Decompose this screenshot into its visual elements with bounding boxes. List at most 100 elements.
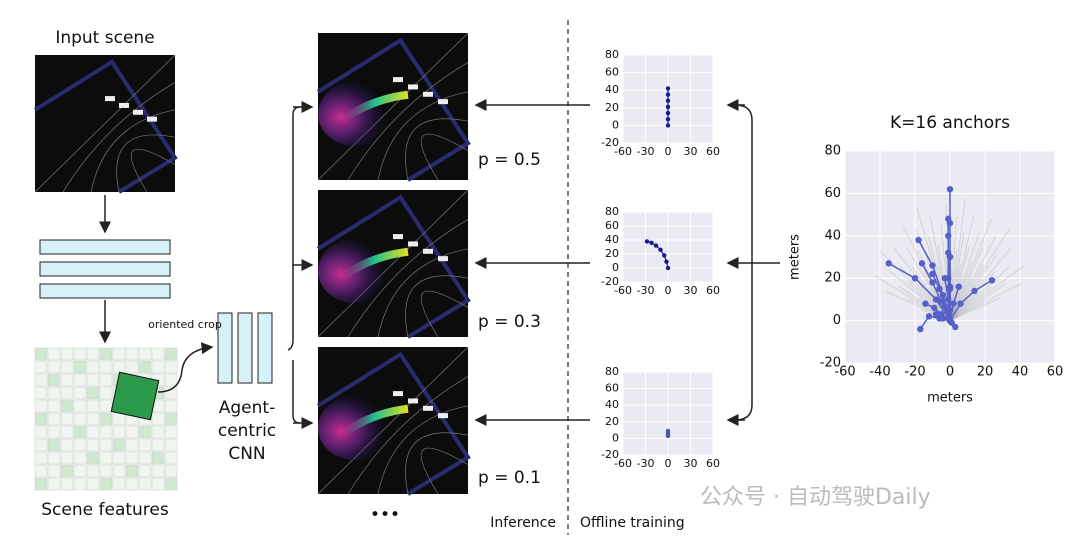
feature-cell bbox=[34, 451, 48, 465]
feature-cell bbox=[164, 477, 178, 491]
trajectory-cloud bbox=[949, 292, 979, 321]
feature-cell bbox=[34, 360, 48, 374]
trajectory-point bbox=[649, 240, 654, 245]
trajectory-point bbox=[665, 117, 671, 122]
plot-title: K=16 anchors bbox=[890, 113, 1010, 133]
feature-cell bbox=[151, 451, 165, 465]
feature-cell bbox=[34, 412, 48, 426]
feature-cell bbox=[73, 360, 87, 374]
x-tick-label: 30 bbox=[684, 457, 698, 470]
trajectory-point bbox=[665, 92, 671, 97]
feature-cell bbox=[86, 347, 100, 361]
road bbox=[405, 432, 469, 495]
cnn-label: Agent- bbox=[219, 398, 275, 418]
feature-cell bbox=[47, 438, 61, 452]
cnn-label: centric bbox=[218, 421, 276, 441]
y-tick-label: 40 bbox=[605, 83, 619, 96]
x-tick-label: 20 bbox=[977, 365, 994, 380]
trajectory-point bbox=[922, 300, 929, 307]
trajectory-cloud bbox=[929, 214, 951, 321]
features-title: Scene features bbox=[41, 500, 169, 520]
x-tick-label: -30 bbox=[637, 145, 655, 158]
feature-cell bbox=[99, 477, 113, 491]
road bbox=[377, 405, 469, 495]
feature-cell bbox=[73, 386, 87, 400]
trajectory-point bbox=[945, 215, 952, 223]
x-tick-label: 0 bbox=[946, 365, 954, 380]
feature-cell bbox=[86, 425, 100, 439]
feature-cell bbox=[73, 425, 87, 439]
feature-cell bbox=[86, 451, 100, 465]
vehicle bbox=[423, 248, 433, 254]
trajectory-point bbox=[915, 236, 922, 244]
trajectory-point bbox=[936, 285, 943, 292]
feature-cell bbox=[125, 464, 139, 478]
feature-cell bbox=[47, 347, 61, 361]
feature-cell bbox=[138, 425, 152, 439]
feature-layer bbox=[39, 283, 171, 299]
trajectory-cloud bbox=[949, 218, 993, 321]
trajectory-point bbox=[644, 239, 650, 244]
feature-cell bbox=[164, 425, 178, 439]
feature-cell bbox=[99, 464, 113, 478]
feature-cell bbox=[34, 425, 48, 439]
feature-cell bbox=[99, 451, 113, 465]
feature-layer bbox=[39, 239, 171, 255]
x-tick-label: -30 bbox=[637, 457, 655, 470]
feature-cell bbox=[73, 438, 87, 452]
feature-cell bbox=[34, 464, 48, 478]
vehicle bbox=[393, 77, 403, 83]
prediction-trail bbox=[338, 247, 409, 282]
feature-cell bbox=[60, 412, 74, 426]
trajectory-cloud bbox=[949, 271, 996, 321]
feature-cell bbox=[125, 438, 139, 452]
feature-cell bbox=[164, 360, 178, 374]
feature-cell bbox=[99, 386, 113, 400]
x-tick-label: 0 bbox=[665, 457, 672, 470]
y-tick-label: 60 bbox=[824, 186, 841, 201]
feature-cell bbox=[86, 373, 100, 387]
vehicle bbox=[133, 109, 143, 115]
trajectory-point bbox=[950, 300, 957, 307]
lane bbox=[316, 351, 471, 496]
feature-cell bbox=[86, 464, 100, 478]
vehicle bbox=[408, 84, 418, 90]
feature-cell bbox=[112, 412, 126, 426]
x-tick-label: -60 bbox=[614, 284, 632, 297]
road bbox=[405, 118, 469, 181]
road bbox=[62, 82, 176, 193]
y-tick-label: 20 bbox=[824, 271, 841, 286]
x-tick-label: 30 bbox=[684, 284, 698, 297]
trajectory-point bbox=[653, 243, 659, 248]
crop-arrow bbox=[157, 342, 214, 393]
road bbox=[317, 346, 469, 495]
feature-cell bbox=[138, 477, 152, 491]
feature-cell bbox=[60, 438, 74, 452]
trajectory bbox=[921, 262, 951, 321]
trajectory-point bbox=[946, 285, 954, 292]
trajectory-cloud bbox=[949, 298, 987, 322]
y-tick-label: -20 bbox=[601, 275, 619, 288]
crop-label: oriented crop bbox=[148, 318, 222, 331]
road bbox=[420, 447, 469, 495]
probability: p = 0.5 bbox=[478, 150, 541, 170]
trajectory-point bbox=[665, 104, 671, 110]
x-tick-label: -30 bbox=[637, 284, 655, 297]
feature-cell bbox=[47, 477, 61, 491]
prediction-trail bbox=[338, 404, 409, 439]
feature-cell bbox=[34, 373, 48, 387]
feature-cell bbox=[138, 438, 152, 452]
feature-cell bbox=[164, 464, 178, 478]
feature-cell bbox=[99, 360, 113, 374]
y-tick-label: -20 bbox=[601, 136, 619, 149]
y-tick-label: 40 bbox=[605, 233, 619, 246]
x-axis-label: meters bbox=[927, 391, 973, 406]
trajectory-cloud bbox=[949, 286, 992, 321]
y-tick-label: 20 bbox=[605, 101, 619, 114]
y-tick-label: 0 bbox=[833, 313, 841, 328]
input-title: Input scene bbox=[55, 28, 154, 48]
x-tick-label: -20 bbox=[904, 365, 925, 380]
feature-cell bbox=[34, 399, 48, 413]
feature-cell bbox=[73, 477, 87, 491]
trajectory bbox=[931, 273, 951, 321]
